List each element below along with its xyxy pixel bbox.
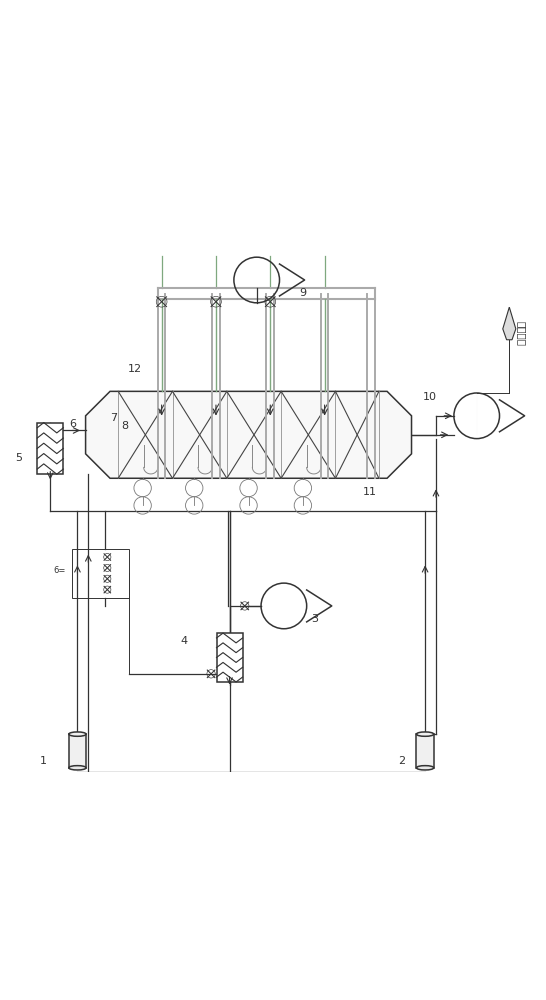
Bar [69, 734, 86, 768]
Polygon shape [86, 391, 412, 478]
Ellipse shape [417, 732, 434, 736]
Bar [37, 423, 63, 474]
Bar [417, 734, 434, 768]
Ellipse shape [69, 732, 86, 736]
Text: 6: 6 [69, 419, 76, 429]
Ellipse shape [69, 766, 86, 770]
Text: 7: 7 [110, 413, 117, 423]
Text: 8: 8 [121, 421, 128, 431]
Text: 1: 1 [39, 756, 46, 766]
Text: 10: 10 [423, 392, 436, 402]
Text: 3: 3 [311, 614, 318, 624]
Text: 6=: 6= [53, 566, 66, 575]
Text: 9: 9 [299, 288, 306, 298]
Text: 尾气排放: 尾气排放 [517, 321, 526, 346]
Text: 4: 4 [181, 636, 188, 646]
Polygon shape [503, 307, 516, 340]
Ellipse shape [417, 766, 434, 770]
Text: 12: 12 [128, 364, 142, 374]
Text: 11: 11 [363, 487, 377, 497]
Text: 5: 5 [15, 453, 22, 463]
Bar [217, 633, 242, 682]
Bar [72, 549, 129, 598]
Text: 2: 2 [398, 756, 405, 766]
